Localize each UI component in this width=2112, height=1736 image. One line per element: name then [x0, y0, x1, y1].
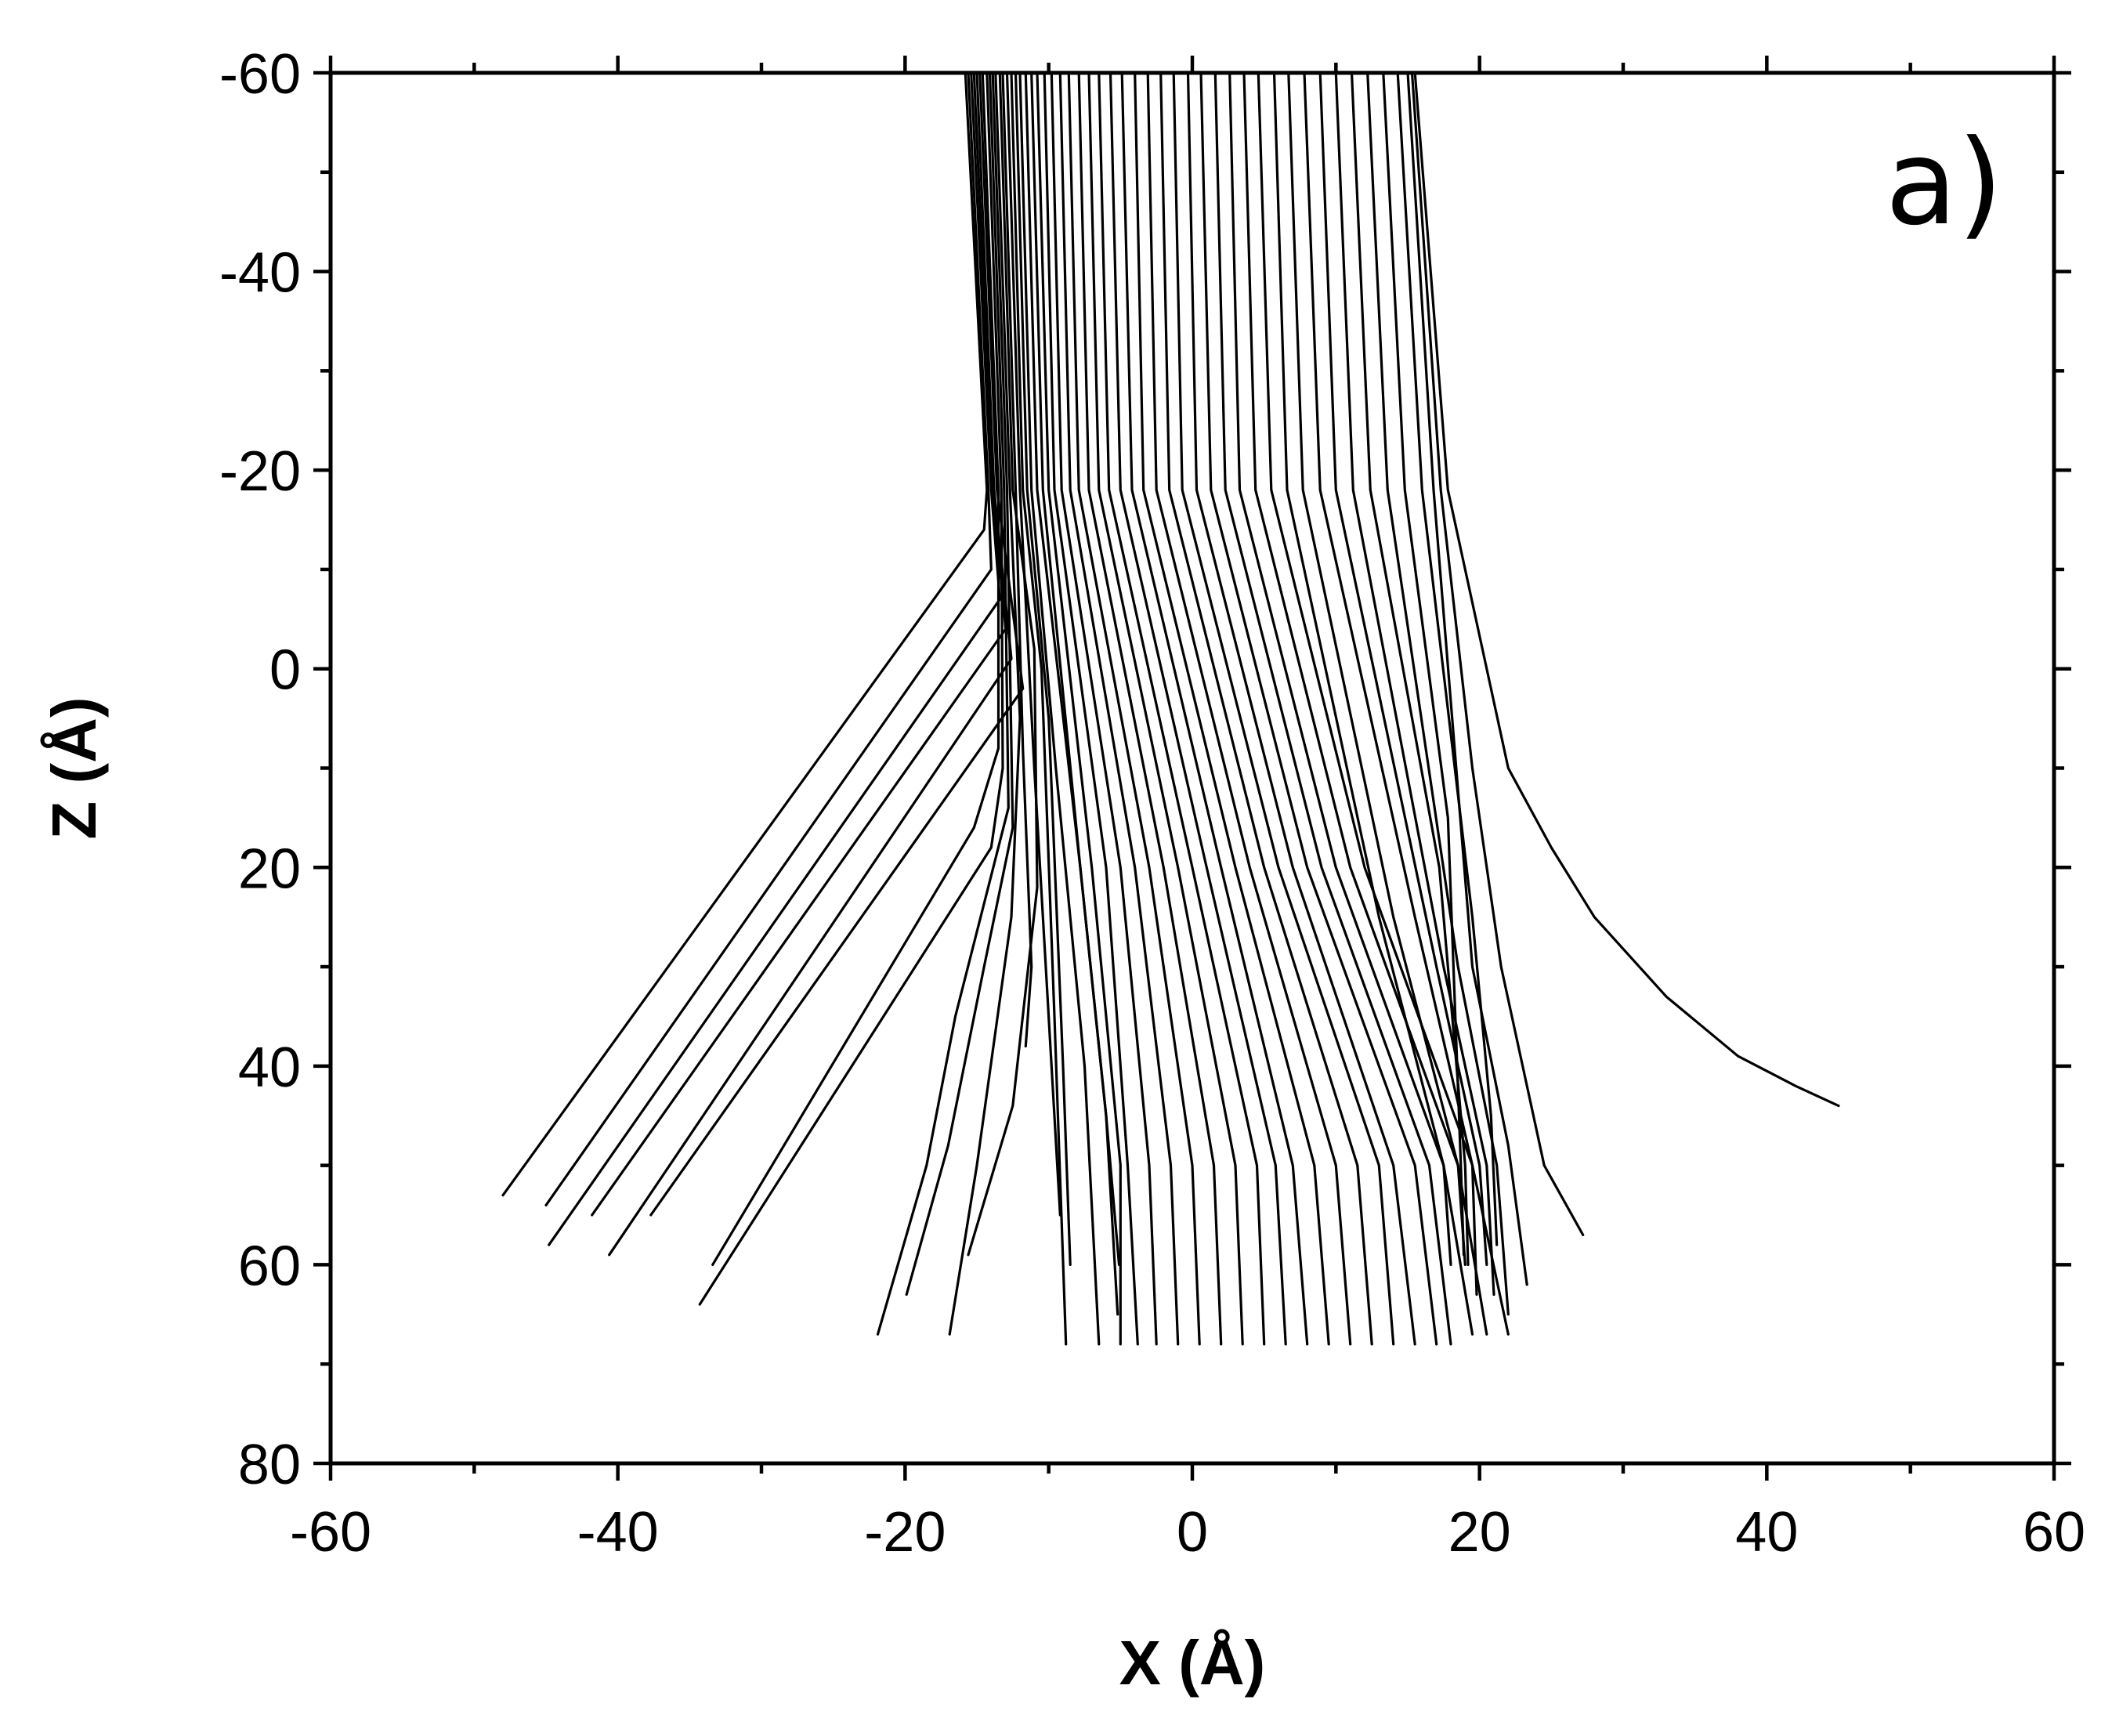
trajectory-line — [544, 71, 993, 1207]
trajectory-line — [501, 71, 989, 1197]
y-tick-label: 0 — [269, 639, 301, 702]
y-axis-title: Z (Å) — [39, 696, 109, 839]
y-tick-label: -20 — [219, 440, 301, 503]
trajectory-line — [1287, 71, 1466, 1267]
trajectory-line — [649, 71, 1025, 1217]
trajectory-line — [1228, 71, 1474, 1336]
trajectory-line — [948, 71, 1022, 1336]
trajectory-line — [1067, 71, 1201, 1346]
trajectory-lines — [501, 71, 1840, 1346]
trajectory-line — [905, 71, 1014, 1297]
x-tick-label: 20 — [1448, 1501, 1511, 1564]
x-tick-label: 0 — [1177, 1501, 1208, 1564]
trajectory-line — [876, 71, 1010, 1336]
x-tick-label: -40 — [577, 1501, 659, 1564]
panel-label: a) — [1886, 115, 2003, 251]
trajectory-line — [1350, 71, 1470, 1267]
trajectory-line — [1030, 71, 1119, 1316]
trajectory-line — [1213, 71, 1452, 1346]
y-tick-label: 80 — [238, 1434, 301, 1496]
trajectory-line — [1186, 71, 1416, 1346]
trajectory-line — [1077, 71, 1223, 1346]
trajectory-line — [1098, 71, 1266, 1346]
trajectory-line — [1303, 71, 1478, 1297]
x-tick-label: 60 — [2023, 1501, 2085, 1564]
y-tick-label: -40 — [219, 242, 301, 305]
x-tick-label: -20 — [864, 1501, 946, 1564]
trajectory-line — [1382, 71, 1466, 1257]
y-tick-label: -60 — [219, 43, 301, 106]
x-tick-label: -60 — [290, 1501, 371, 1564]
plot-frame — [328, 71, 2056, 1466]
trajectory-line — [1058, 71, 1180, 1346]
x-tick-label: 40 — [1735, 1501, 1798, 1564]
trajectory-line — [1413, 71, 1840, 1108]
x-tick-labels: -60 -40 -20 0 20 40 60 — [290, 1501, 2085, 1564]
trajectory-line — [1043, 71, 1139, 1346]
trajectory-line — [1146, 71, 1352, 1346]
trajectory-line — [1366, 71, 1510, 1316]
x-axis-title: X (Å) — [1119, 1628, 1266, 1698]
y-tick-label: 20 — [238, 837, 301, 900]
trajectory-line — [1318, 71, 1488, 1267]
trajectory-line — [1272, 71, 1452, 1267]
y-tick-labels: -60 -40 -20 0 20 40 60 80 — [219, 43, 301, 1496]
y-tick-label: 60 — [238, 1235, 301, 1297]
trajectory-line — [1172, 71, 1395, 1346]
trajectory-line — [1050, 71, 1158, 1346]
trajectory-line — [1334, 71, 1495, 1297]
trajectory-line — [1014, 71, 1072, 1267]
trajectory-line — [1036, 71, 1122, 1346]
trajectory-line — [1120, 71, 1309, 1346]
trajectory-line — [608, 71, 1013, 1257]
trajectory-line — [548, 71, 1001, 1246]
trajectory-line — [1159, 71, 1373, 1346]
trajectory-line — [1005, 71, 1061, 1217]
trajectory-line — [1087, 71, 1244, 1346]
trajectory-line — [1199, 71, 1438, 1346]
trajectory-line — [1134, 71, 1330, 1346]
trajectory-line — [1406, 71, 1528, 1286]
trajectory-line — [1396, 71, 1499, 1246]
trajectory-line — [1001, 71, 1033, 1048]
trajectory-line — [1410, 71, 1585, 1237]
trajectory-line — [1018, 71, 1101, 1346]
trajectory-line — [711, 71, 1000, 1267]
trajectory-line — [1010, 71, 1068, 1346]
trajectory-line — [591, 71, 1007, 1217]
y-tick-label: 40 — [238, 1036, 301, 1099]
trajectory-line — [967, 71, 1039, 1257]
trajectory-line — [698, 71, 1004, 1306]
trajectory-line — [1108, 71, 1287, 1346]
